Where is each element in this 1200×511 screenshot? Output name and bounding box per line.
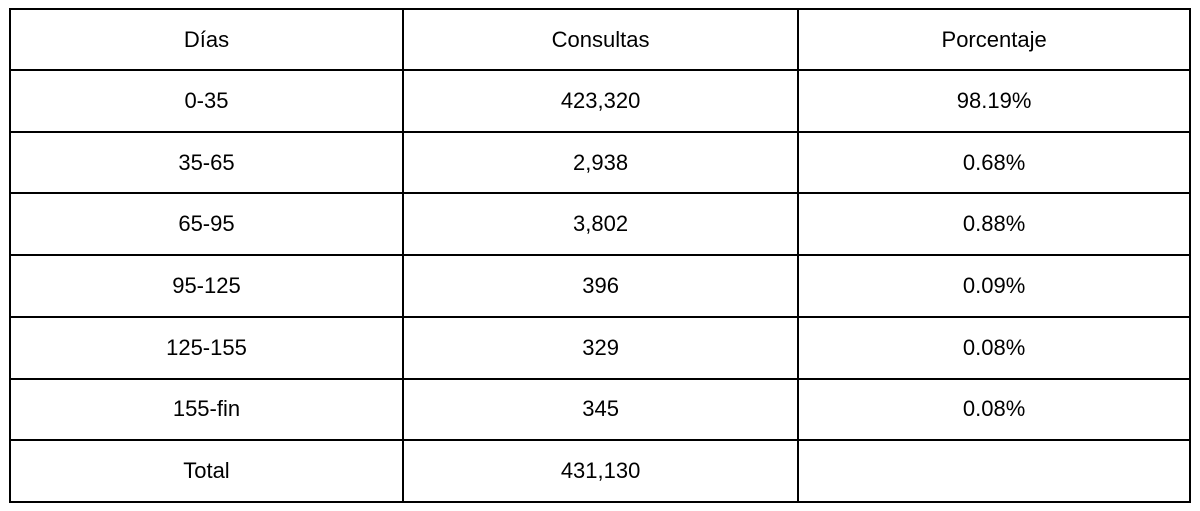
header-row: Días Consultas Porcentaje [9, 8, 1191, 71]
table-cell-porcentaje: 98.19% [797, 69, 1191, 133]
table-cell-dias: 35-65 [9, 130, 404, 195]
table-row: 0-35 423,320 98.19% [9, 69, 1191, 133]
table-cell-consultas: 345 [401, 377, 800, 442]
table-cell-porcentaje: 0.08% [797, 315, 1191, 380]
table-row: 125-155 329 0.08% [9, 315, 1191, 380]
column-header-porcentaje: Porcentaje [797, 8, 1191, 71]
table-cell-consultas: 423,320 [401, 69, 800, 133]
table-cell-consultas: 329 [401, 315, 800, 380]
table-cell-total-label: Total [9, 439, 404, 503]
table-cell-dias: 155-fin [9, 377, 404, 442]
column-header-consultas: Consultas [401, 8, 800, 71]
table-cell-dias: 0-35 [9, 69, 404, 133]
table-cell-porcentaje: 0.68% [797, 130, 1191, 195]
table-cell-total-porcentaje [797, 439, 1191, 503]
table-cell-dias: 95-125 [9, 254, 404, 318]
table-cell-consultas: 396 [401, 254, 800, 318]
table-row-total: Total 431,130 [9, 439, 1191, 503]
table-cell-consultas: 3,802 [401, 192, 800, 257]
table-row: 65-95 3,802 0.88% [9, 192, 1191, 257]
table-row: 155-fin 345 0.08% [9, 377, 1191, 442]
table-row: 35-65 2,938 0.68% [9, 130, 1191, 195]
column-header-dias: Días [9, 8, 404, 71]
table-cell-porcentaje: 0.09% [797, 254, 1191, 318]
table-cell-total-consultas: 431,130 [401, 439, 800, 503]
table-cell-porcentaje: 0.88% [797, 192, 1191, 257]
table-cell-consultas: 2,938 [401, 130, 800, 195]
table-cell-dias: 125-155 [9, 315, 404, 380]
table-cell-dias: 65-95 [9, 192, 404, 257]
table-cell-porcentaje: 0.08% [797, 377, 1191, 442]
data-table: Días Consultas Porcentaje 0-35 423,320 9… [9, 8, 1191, 503]
table-row: 95-125 396 0.09% [9, 254, 1191, 318]
